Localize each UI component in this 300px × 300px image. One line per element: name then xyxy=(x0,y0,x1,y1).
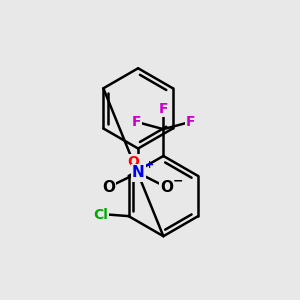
Text: F: F xyxy=(159,102,168,116)
Text: Cl: Cl xyxy=(93,208,108,222)
Text: −: − xyxy=(172,175,183,188)
Text: N: N xyxy=(132,165,145,180)
Text: +: + xyxy=(145,160,154,170)
Text: F: F xyxy=(131,115,141,129)
Text: F: F xyxy=(186,115,196,129)
Text: O: O xyxy=(102,180,115,195)
Text: O: O xyxy=(128,155,139,169)
Text: O: O xyxy=(160,180,173,195)
